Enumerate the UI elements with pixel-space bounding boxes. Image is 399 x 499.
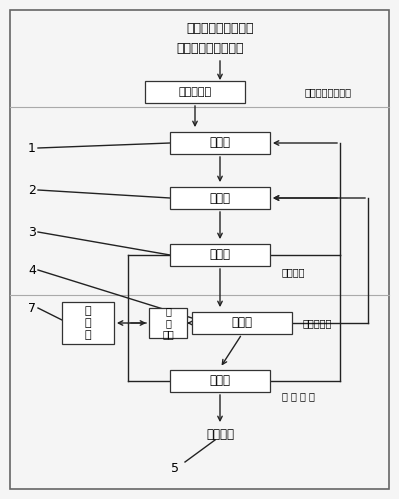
Text: 污 泥 回 流: 污 泥 回 流 [282,391,315,401]
Text: 硝化液回流: 硝化液回流 [303,318,332,328]
Text: 1: 1 [28,142,36,155]
Text: 厌氧池: 厌氧池 [209,137,231,150]
Text: 缺氧池: 缺氧池 [209,192,231,205]
Bar [145,81,245,103]
Text: 污
泥
池: 污 泥 池 [85,306,91,340]
Text: 好氧池: 好氧池 [231,316,253,329]
Text: 二沉池: 二沉池 [209,375,231,388]
Bar [149,308,187,338]
Text: 污泥浮渣排出外运: 污泥浮渣排出外运 [305,87,352,97]
Text: 3: 3 [28,226,36,239]
Text: 中沉池: 中沉池 [209,249,231,261]
Text: 4: 4 [28,263,36,276]
Text: 格栅调节池: 格栅调节池 [178,87,211,97]
Bar [62,302,114,344]
Text: 管网收集的生活污水: 管网收集的生活污水 [186,21,254,34]
Text: 5: 5 [171,462,179,475]
Text: （经化粪池处理后）: （经化粪池处理后） [176,41,244,54]
Text: 2: 2 [28,184,36,197]
Text: 7: 7 [28,301,36,314]
Bar [170,370,270,392]
Bar [192,312,292,334]
Bar [170,187,270,209]
Bar [170,244,270,266]
Bar [170,132,270,154]
Text: 达标排放: 达标排放 [206,429,234,442]
Text: 污泥回流: 污泥回流 [282,267,306,277]
Text: 气
泵
曝气: 气 泵 曝气 [162,306,174,340]
